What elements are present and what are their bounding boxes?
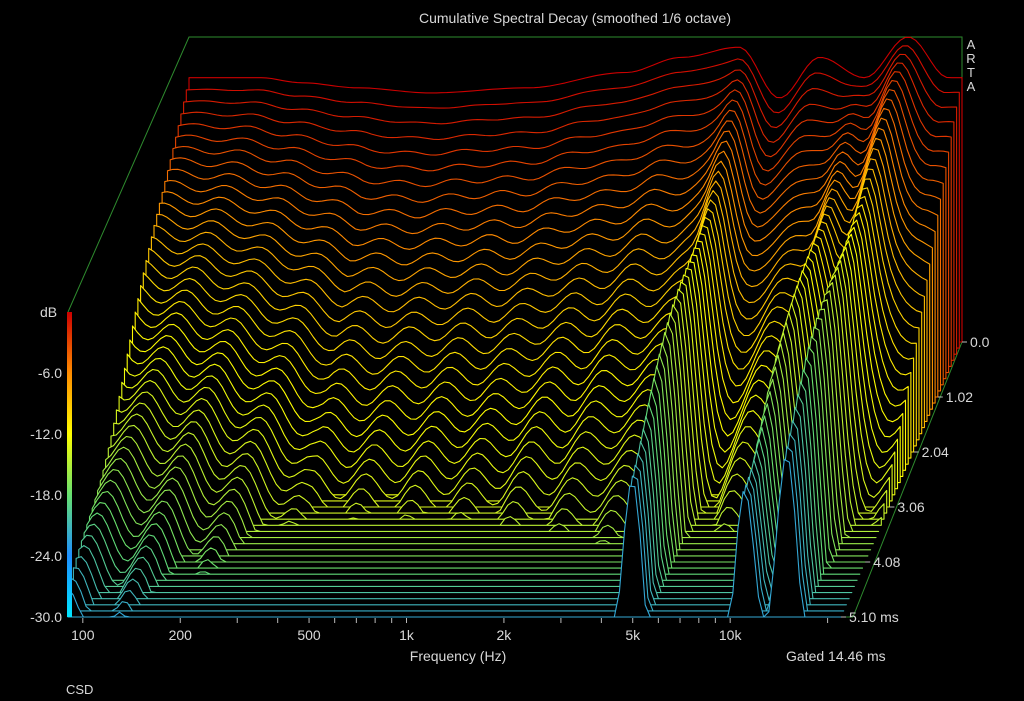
chart-title: Cumulative Spectral Decay (smoothed 1/6 … xyxy=(418,10,732,26)
decay-slices xyxy=(67,36,963,618)
y-tick-label: -6.0 xyxy=(38,365,62,381)
decay-slice xyxy=(75,420,850,600)
x-tick-label: 500 xyxy=(297,627,321,643)
arta-watermark: A R T A xyxy=(965,38,977,94)
time-tick-label: 5.10 ms xyxy=(849,609,899,625)
y-axis-unit: dB xyxy=(40,304,58,320)
time-tick-label: 1.02 xyxy=(946,389,973,405)
frame-right-depth-edge xyxy=(852,341,963,618)
decay-slice xyxy=(83,381,858,581)
watermark-letter: A xyxy=(966,79,976,94)
decay-slice xyxy=(78,407,853,594)
watermark-letter: A xyxy=(966,37,976,52)
time-tick-label: 4.08 xyxy=(873,554,900,570)
x-axis-label: Frequency (Hz) xyxy=(409,648,507,664)
color-scale-bar xyxy=(67,312,72,617)
gated-label: Gated 14.46 ms xyxy=(786,648,886,664)
frequency-axis: 100 200 500 1k 2k 5k 10k xyxy=(71,618,829,643)
time-tick-label: 3.06 xyxy=(897,499,924,515)
x-tick-label: 10k xyxy=(719,627,743,643)
decay-slice xyxy=(67,458,842,618)
decay-slice xyxy=(72,433,847,606)
x-tick-label: 5k xyxy=(625,627,641,643)
watermark-letter: R xyxy=(966,51,976,66)
x-tick-label: 200 xyxy=(169,627,193,643)
y-tick-label: -12.0 xyxy=(30,426,62,442)
decay-slice xyxy=(70,446,845,612)
x-tick-label: 100 xyxy=(71,627,95,643)
decay-slice xyxy=(80,394,855,587)
db-axis: -6.0 -12.0 -18.0 -24.0 -30.0 xyxy=(30,365,62,625)
footer-label: CSD xyxy=(66,682,94,697)
watermark-letter: T xyxy=(967,65,975,80)
y-tick-label: -24.0 xyxy=(30,548,62,564)
time-tick-label: 0.0 xyxy=(970,334,990,350)
color-scale-gradient xyxy=(67,312,72,617)
x-tick-label: 2k xyxy=(497,627,513,643)
y-tick-label: -18.0 xyxy=(30,487,62,503)
y-tick-label: -30.0 xyxy=(30,609,62,625)
time-tick-label: 2.04 xyxy=(922,444,949,460)
time-axis: 0.0 1.02 2.04 3.06 4.08 5.10 ms xyxy=(841,334,990,625)
x-tick-label: 1k xyxy=(399,627,415,643)
